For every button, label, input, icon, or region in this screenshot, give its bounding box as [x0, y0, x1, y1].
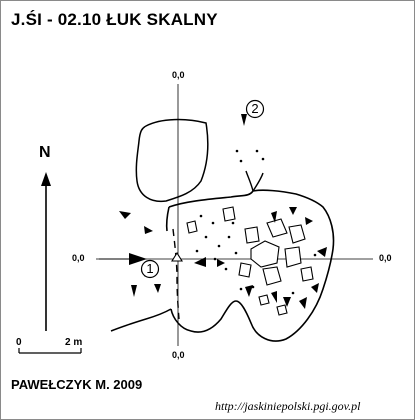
- scale-end-label: 2 m: [65, 337, 83, 348]
- boulder: [266, 218, 288, 238]
- boulder: [250, 240, 280, 268]
- gravel-dots: [195, 149, 317, 295]
- entrance-arrow: [99, 253, 147, 265]
- north-label: N: [39, 144, 51, 161]
- map-title: J.ŚI - 02.10 ŁUK SKALNY: [11, 10, 218, 29]
- boulder-field: [186, 206, 314, 316]
- dripline-entrance-1: [172, 228, 180, 320]
- boulder: [186, 220, 198, 234]
- coord-label-right: 0,0: [379, 253, 392, 263]
- entrance-1-number: 1: [146, 261, 154, 276]
- boulder: [284, 246, 302, 268]
- boulder: [300, 266, 314, 282]
- boulder: [238, 262, 252, 278]
- boulder: [258, 294, 270, 306]
- boulder: [244, 226, 260, 244]
- boulder: [288, 224, 306, 244]
- coord-label-top: 0,0: [172, 70, 185, 80]
- boulder: [262, 266, 282, 286]
- entrance-1-circle: [140, 259, 160, 279]
- author-credit: PAWEŁCZYK M. 2009: [11, 377, 143, 392]
- boulder: [222, 206, 236, 222]
- upper-chamber-outline: [135, 118, 209, 203]
- boulder: [276, 304, 288, 316]
- source-url: http://jaskiniepolski.pgi.gov.pl: [215, 399, 361, 413]
- coord-label-left: 0,0: [72, 253, 85, 263]
- survey-station-icon: [171, 251, 183, 262]
- entrance-2-circle: [245, 99, 265, 119]
- scale-bar: [18, 348, 82, 354]
- entrance-2-number: 2: [251, 101, 259, 116]
- scale-start-label: 0: [16, 337, 22, 348]
- north-arrow: [41, 172, 51, 331]
- slope-triangles: [119, 114, 327, 309]
- coord-label-bottom: 0,0: [172, 350, 185, 360]
